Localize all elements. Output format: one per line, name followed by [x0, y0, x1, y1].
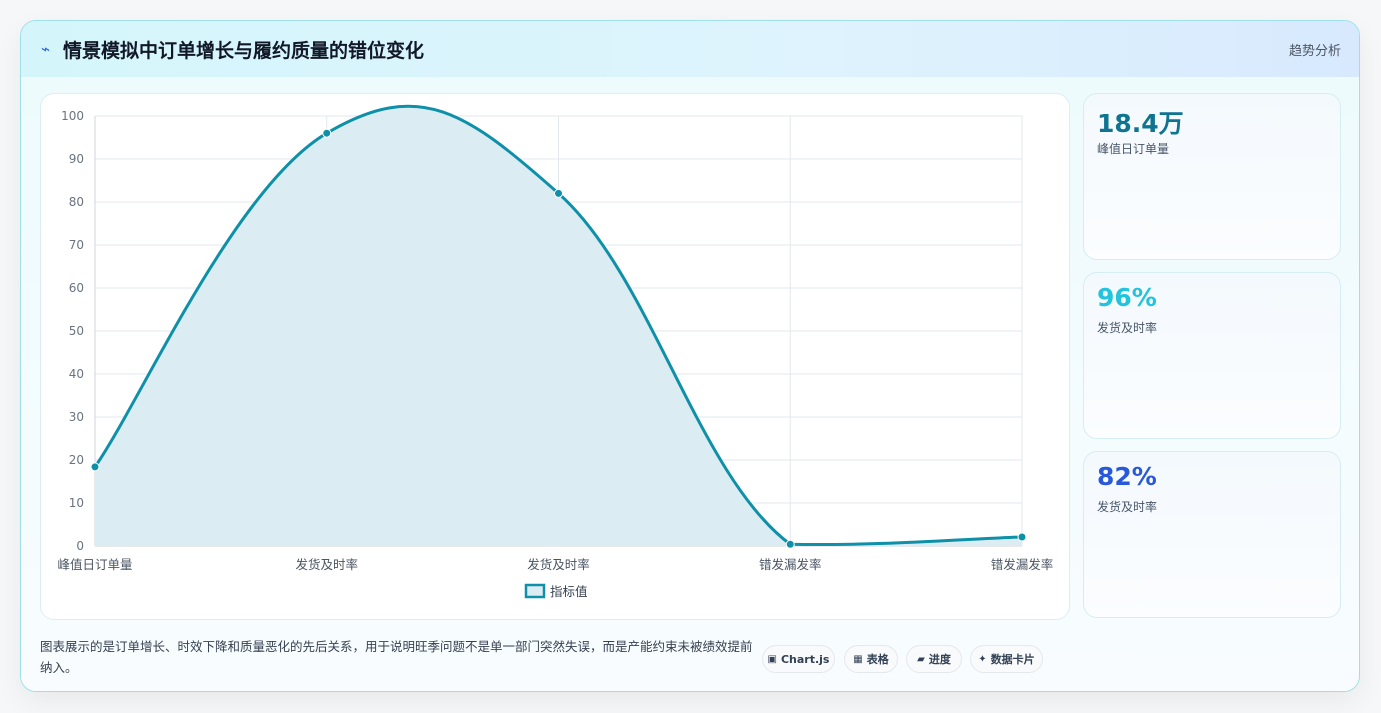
page-title: 情景模拟中订单增长与履约质量的错位变化: [63, 40, 425, 62]
y-tick-label: 70: [69, 238, 84, 252]
chip-table[interactable]: ▦ 表格: [844, 645, 898, 673]
y-tick-label: 50: [69, 324, 84, 338]
y-tick-label: 0: [76, 539, 84, 553]
series-area: [95, 106, 1022, 546]
chart-panel: 0 10 20 30 40 50 60 70 80 90 100 峰值日订单量 发货及时率 发货及时率 错发…: [40, 93, 1070, 620]
x-tick-label: 峰值日订单量: [57, 557, 132, 572]
chip-progress[interactable]: ▰ 进度: [906, 645, 962, 673]
chip-label: 表格: [866, 653, 889, 666]
folder-icon: ▰: [917, 653, 925, 665]
card-header: ⌁ 情景模拟中订单增长与履约质量的错位变化 趋势分析: [21, 21, 1359, 77]
stat-label: 峰值日订单量: [1097, 142, 1170, 156]
chip-label: 进度: [928, 653, 951, 666]
x-tick-label: 发货及时率: [295, 557, 358, 572]
data-point: [1017, 532, 1027, 542]
sparkle-icon: ✦: [978, 653, 987, 665]
chip-label: 数据卡片: [990, 653, 1035, 666]
y-tick-label: 30: [69, 410, 84, 424]
x-tick-label: 错发漏发率: [991, 557, 1054, 572]
chart-description: 图表展示的是订单增长、时效下降和质量恶化的先后关系，用于说明旺季问题不是单一部门…: [40, 639, 753, 675]
y-tick-label: 10: [69, 496, 84, 510]
stat-card-ontime-rate-after: 82% 发货及时率: [1083, 451, 1341, 618]
y-tick-label: 20: [69, 453, 84, 467]
data-point: [322, 128, 332, 138]
trend-analysis-label: 趋势分析: [1288, 44, 1341, 59]
stat-card-ontime-rate: 96% 发货及时率: [1083, 272, 1341, 439]
y-tick-label: 40: [69, 367, 84, 381]
chip-label: Chart.js: [780, 652, 830, 666]
stat-label: 发货及时率: [1097, 500, 1158, 514]
x-tick-label: 错发漏发率: [759, 557, 822, 572]
x-tick-label: 发货及时率: [527, 557, 590, 572]
legend-swatch: [524, 583, 546, 599]
data-point: [785, 539, 795, 549]
data-point: [554, 188, 563, 198]
y-tick-label: 100: [61, 109, 84, 123]
legend-label: 指标值: [550, 584, 588, 599]
stat-value: 18.4万: [1097, 109, 1184, 138]
report-card: ⌁ 情景模拟中订单增长与履约质量的错位变化 趋势分析 0 10 20 30 40 50 60…: [20, 20, 1360, 692]
table-icon: ▦: [853, 653, 863, 665]
stat-label: 发货及时率: [1097, 321, 1158, 335]
image-icon: ▣: [767, 653, 777, 665]
stat-card-peak-orders: 18.4万 峰值日订单量: [1083, 93, 1341, 260]
chip-data-cards[interactable]: ✦ 数据卡片: [970, 645, 1043, 673]
stat-value: 96%: [1097, 283, 1157, 312]
data-point: [90, 462, 100, 472]
chip-chartjs[interactable]: ▣ Chart.js: [762, 645, 835, 673]
stat-value: 82%: [1097, 462, 1157, 491]
y-tick-label: 60: [69, 281, 84, 295]
sparkline-icon: ⌁: [41, 40, 51, 58]
y-tick-label: 80: [69, 195, 84, 209]
y-tick-label: 90: [69, 152, 84, 166]
line-chart: 0 10 20 30 40 50 60 70 80 90 100 峰值日订单量 发货及时率 发货及时率 错发…: [57, 104, 1054, 599]
